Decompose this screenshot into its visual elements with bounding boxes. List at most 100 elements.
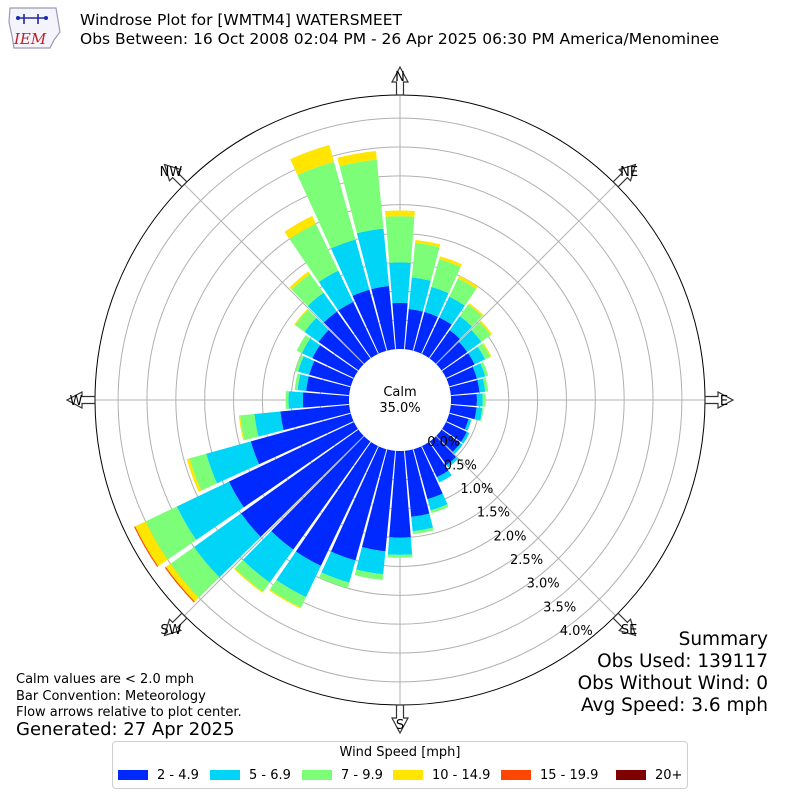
radial-tick-label: 2.0% bbox=[493, 529, 526, 544]
wind-bar-segment bbox=[250, 413, 354, 465]
direction-arrow-icon bbox=[704, 391, 735, 409]
wind-bar-segment bbox=[269, 579, 306, 608]
wind-bar-segment bbox=[356, 547, 386, 575]
wind-bar-segment bbox=[298, 356, 315, 375]
wind-bar-segment bbox=[449, 278, 477, 306]
summary-avg-speed: Avg Speed: 3.6 mph bbox=[580, 695, 768, 716]
legend-label: 7 - 9.9 bbox=[341, 767, 383, 783]
arrow-shape bbox=[704, 391, 735, 409]
arrow-shape bbox=[612, 163, 637, 188]
legend-label: 10 - 14.9 bbox=[432, 767, 491, 783]
wind-bar-segment bbox=[468, 346, 486, 365]
wind-bar-segment bbox=[339, 159, 384, 234]
wind-bar-segment bbox=[446, 366, 477, 387]
wind-bar-segment bbox=[413, 446, 443, 500]
wind-bar-segment bbox=[297, 161, 356, 249]
legend-item: 20+ bbox=[616, 766, 682, 784]
wind-bar-segment bbox=[288, 391, 304, 409]
arrow-shape bbox=[612, 612, 637, 637]
wind-bar-segment bbox=[289, 223, 339, 282]
wind-bar-segment bbox=[294, 373, 301, 391]
legend-label: 15 - 19.9 bbox=[540, 767, 599, 783]
radial-tick-label: 4.0% bbox=[560, 624, 593, 639]
radial-tick-label: 3.0% bbox=[527, 577, 560, 592]
radial-tick-label: 3.5% bbox=[543, 600, 576, 615]
legend-label: 20+ bbox=[655, 767, 683, 783]
chart-subtitle: Obs Between: 16 Oct 2008 02:04 PM - 26 A… bbox=[80, 30, 720, 48]
wind-bar-segment bbox=[404, 309, 423, 351]
wind-bar-segment bbox=[306, 376, 351, 396]
wind-bar-segment bbox=[307, 292, 337, 323]
wind-bar-segment bbox=[449, 380, 480, 396]
wind-bar-segment bbox=[413, 311, 438, 354]
wind-bar-segment bbox=[337, 150, 377, 167]
wind-bar-segment bbox=[404, 449, 430, 517]
wind-bar-segment bbox=[318, 329, 364, 371]
legend-item: 10 - 14.9 bbox=[393, 766, 490, 784]
wind-bar-segment bbox=[436, 429, 461, 452]
wind-bar-segment bbox=[385, 216, 415, 263]
wind-bar-segment bbox=[389, 262, 411, 304]
legend-item: 15 - 19.9 bbox=[501, 766, 598, 784]
direction-label: E bbox=[720, 394, 728, 409]
wind-bar-segment bbox=[411, 513, 434, 532]
wind-bar-segment bbox=[176, 481, 244, 541]
wind-bar-segment bbox=[354, 569, 384, 581]
grid-spoke bbox=[183, 435, 365, 617]
wind-bar-segment bbox=[429, 436, 456, 466]
wind-bar-segment bbox=[472, 363, 486, 379]
wind-bar-segment bbox=[482, 342, 492, 357]
direction-label: NE bbox=[620, 165, 638, 180]
wind-bar-segment bbox=[482, 393, 486, 407]
radial-tick-label: 1.5% bbox=[477, 506, 510, 521]
wind-bar-segment bbox=[449, 316, 473, 339]
grid-spoke bbox=[435, 183, 617, 365]
legend-swatch bbox=[118, 770, 148, 780]
legend: Wind Speed [mph] 2 - 4.9 5 - 6.9 7 - 9.9… bbox=[112, 741, 688, 789]
wind-bar-segment bbox=[415, 240, 441, 248]
wind-bar-segment bbox=[392, 302, 408, 350]
grid-spoke bbox=[435, 435, 617, 617]
legend-swatch bbox=[616, 770, 646, 780]
wind-bar-segment bbox=[468, 303, 484, 317]
direction-arrow-icon bbox=[65, 391, 96, 409]
wind-bar-segment bbox=[431, 259, 461, 294]
wind-bar-segment bbox=[474, 407, 483, 421]
wind-bar-segment bbox=[145, 506, 197, 560]
wind-bar-segment bbox=[480, 407, 484, 422]
wind-bar-segment bbox=[330, 446, 387, 561]
legend-swatch bbox=[210, 770, 240, 780]
wind-bar-segment bbox=[371, 286, 396, 351]
wind-bar-segment bbox=[439, 256, 462, 267]
wind-bar-segment bbox=[294, 308, 309, 326]
wind-bar-segment bbox=[271, 436, 371, 550]
wind-bar-segment bbox=[170, 546, 220, 598]
direction-arrow-icon bbox=[163, 612, 188, 637]
wind-bar-segment bbox=[321, 551, 356, 583]
wind-bar-segment bbox=[228, 421, 358, 508]
wind-bar-segment bbox=[291, 273, 324, 306]
wind-bar-segment bbox=[411, 242, 440, 281]
direction-label: N bbox=[395, 70, 405, 85]
wind-bar-segment bbox=[449, 404, 477, 420]
legend-label: 5 - 6.9 bbox=[249, 767, 291, 783]
legend-item: 7 - 9.9 bbox=[302, 766, 383, 784]
radial-tick-labels: 0.0% 0.5% 1.0% 1.5% 2.0% 2.5% 3.0% 3.5% 4.0% bbox=[427, 435, 592, 639]
footnote-flow-arrows: Flow arrows relative to plot center. bbox=[16, 705, 242, 720]
wind-bar-segment bbox=[296, 335, 311, 354]
direction-label: NW bbox=[160, 165, 183, 180]
wind-bar-segment bbox=[240, 429, 364, 537]
direction-label: SW bbox=[160, 623, 181, 638]
radial-tick-label: 2.5% bbox=[510, 553, 543, 568]
legend-title: Wind Speed [mph] bbox=[339, 745, 461, 760]
chart-title: Windrose Plot for [WMTM4] WATERSMEET bbox=[80, 11, 402, 29]
arrow-shape bbox=[391, 704, 409, 735]
wind-bar-segment bbox=[289, 271, 311, 290]
calm-circle bbox=[349, 349, 451, 451]
wind-bar-segment bbox=[290, 145, 334, 175]
wind-bar-segment bbox=[280, 404, 351, 431]
arrow-shape bbox=[163, 612, 188, 637]
radial-tick-label: 0.0% bbox=[427, 435, 460, 450]
wind-bar-segment bbox=[189, 453, 218, 491]
radial-tick-label: 1.0% bbox=[460, 482, 493, 497]
